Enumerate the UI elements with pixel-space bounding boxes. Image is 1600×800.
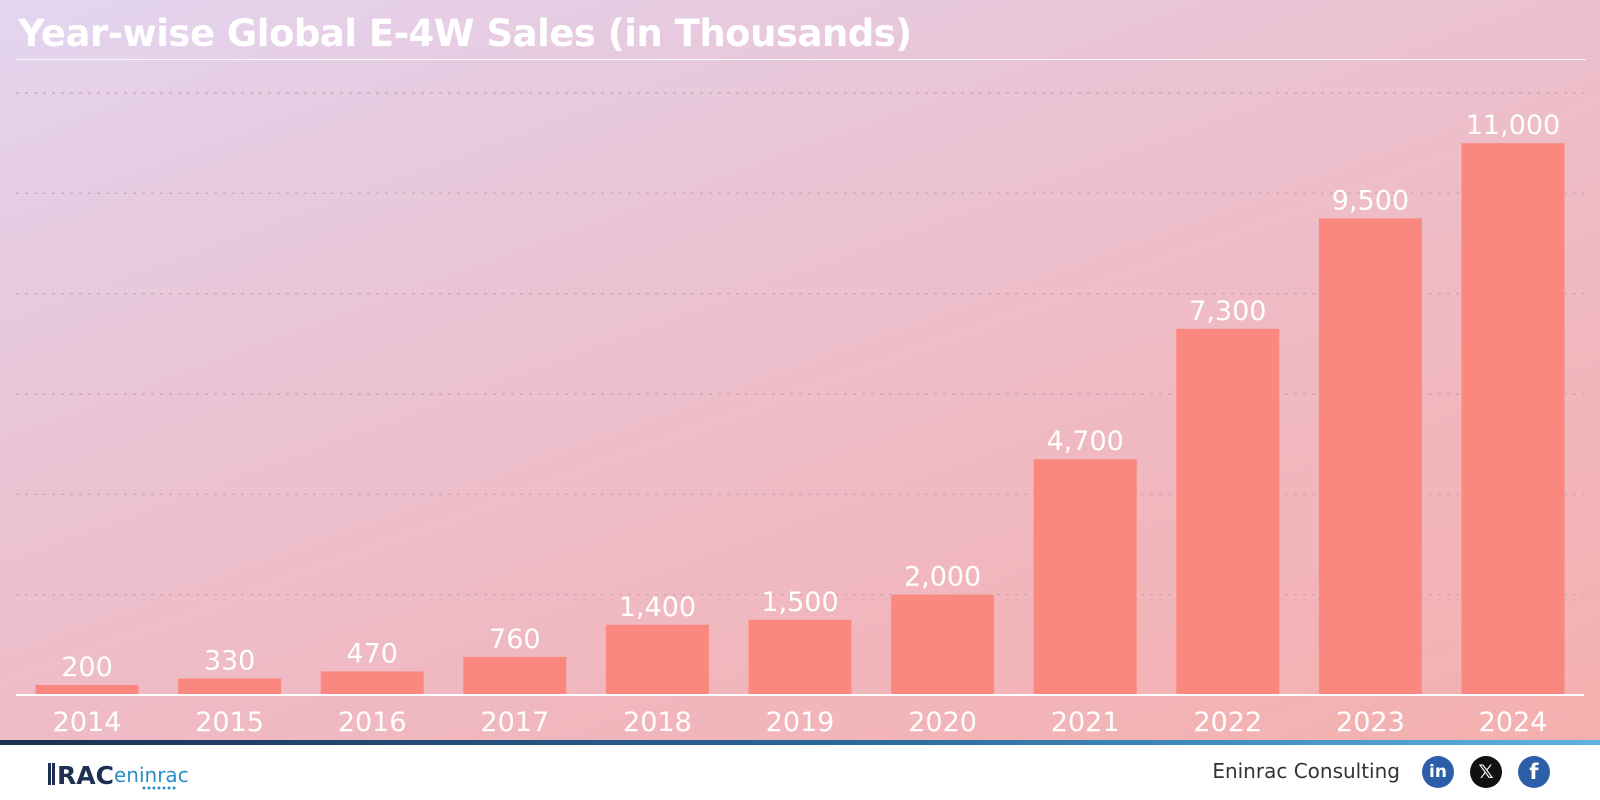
bar-2021 bbox=[1033, 459, 1137, 695]
bar-2017 bbox=[463, 656, 567, 695]
x-tick-2020: 2020 bbox=[908, 707, 977, 738]
chart-title: Year-wise Global E-4W Sales (in Thousand… bbox=[18, 12, 912, 55]
x-tick-2016: 2016 bbox=[338, 707, 407, 738]
bar-chart: 200 2014 330 2015 470 2016 760 2017 1,400 2018 1,5… bbox=[16, 92, 1584, 738]
eninrac-logo: RAC eninrac bbox=[48, 761, 188, 790]
bar-2022 bbox=[1176, 328, 1280, 695]
bar-2023 bbox=[1318, 218, 1422, 695]
x-tick-2014: 2014 bbox=[53, 707, 122, 738]
bar-2014 bbox=[35, 684, 139, 695]
footer: RAC eninrac Eninrac Consulting in 𝕏 f bbox=[0, 745, 1600, 800]
x-tick-2017: 2017 bbox=[480, 707, 549, 738]
title-divider bbox=[16, 59, 1586, 60]
data-label-2022: 7,300 bbox=[1189, 296, 1266, 327]
data-label-2018: 1,400 bbox=[619, 592, 696, 623]
bar-2024 bbox=[1461, 143, 1565, 695]
bar-2019 bbox=[748, 619, 852, 695]
brand-name: Eninrac Consulting bbox=[1212, 759, 1400, 783]
data-label-2021: 4,700 bbox=[1047, 426, 1124, 457]
bar-2015 bbox=[178, 678, 282, 695]
x-tick-2015: 2015 bbox=[195, 707, 264, 738]
data-label-2019: 1,500 bbox=[761, 587, 838, 618]
x-icon[interactable]: 𝕏 bbox=[1470, 756, 1502, 788]
facebook-icon[interactable]: f bbox=[1518, 756, 1550, 788]
data-label-2016: 470 bbox=[346, 638, 398, 669]
x-tick-2024: 2024 bbox=[1479, 707, 1548, 738]
data-label-2014: 200 bbox=[61, 652, 113, 683]
x-tick-2018: 2018 bbox=[623, 707, 692, 738]
bar-2020 bbox=[891, 594, 995, 695]
linkedin-icon[interactable]: in bbox=[1422, 756, 1454, 788]
x-tick-2022: 2022 bbox=[1193, 707, 1262, 738]
bar-2016 bbox=[320, 671, 424, 695]
logo-text-secondary: eninrac bbox=[114, 763, 188, 787]
bar-2018 bbox=[605, 624, 709, 695]
data-label-2024: 11,000 bbox=[1466, 110, 1560, 141]
data-label-2017: 760 bbox=[489, 624, 541, 655]
x-tick-2021: 2021 bbox=[1051, 707, 1120, 738]
accent-strip bbox=[0, 740, 1600, 745]
chart-area: Year-wise Global E-4W Sales (in Thousand… bbox=[0, 0, 1600, 742]
data-label-2020: 2,000 bbox=[904, 562, 981, 593]
x-tick-2023: 2023 bbox=[1336, 707, 1405, 738]
logo-text: RAC bbox=[57, 761, 114, 790]
x-tick-2019: 2019 bbox=[766, 707, 835, 738]
data-label-2015: 330 bbox=[204, 645, 256, 676]
data-label-2023: 9,500 bbox=[1332, 185, 1409, 216]
